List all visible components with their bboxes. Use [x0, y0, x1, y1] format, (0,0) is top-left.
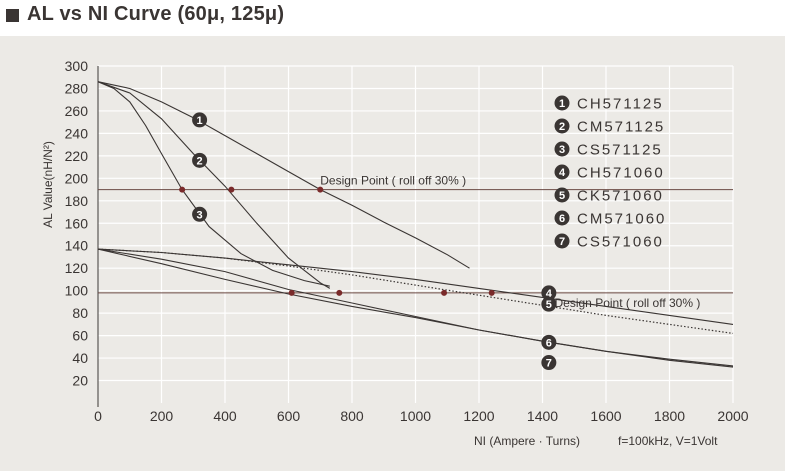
curve-badge-7 [541, 355, 557, 371]
chart-header: AL vs NI Curve (60μ, 125μ) [0, 0, 785, 36]
legend-badge-number: 1 [559, 98, 565, 110]
legend-entry-label: CS571060 [577, 234, 664, 251]
curve-badge-6 [541, 334, 557, 350]
x-tick-label: 0 [94, 408, 102, 424]
y-tick-label: 240 [65, 125, 89, 141]
x-tick-label: 600 [277, 408, 301, 424]
test-conditions-label: f=100kHz, V=1Volt [618, 434, 718, 448]
x-tick-label: 800 [340, 408, 364, 424]
x-tick-label: 200 [150, 408, 174, 424]
legend-badge-1 [554, 95, 570, 111]
curve-badge-5 [541, 296, 557, 312]
y-tick-label: 60 [72, 328, 88, 344]
curve-badge-number: 4 [546, 288, 553, 300]
al-vs-ni-chart: 2040608010012014016018020022024026028030… [41, 58, 749, 448]
y-tick-label: 300 [65, 58, 89, 74]
design-point-marker [228, 186, 235, 193]
y-tick-label: 40 [72, 350, 88, 366]
legend-entry-label: CM571125 [577, 119, 665, 136]
legend-badge-7 [554, 233, 570, 249]
y-tick-label: 260 [65, 103, 89, 119]
legend-entry-label: CH571125 [577, 96, 664, 113]
design-point-marker [317, 186, 324, 193]
legend-badge-number: 3 [559, 144, 565, 156]
series-line-1 [97, 81, 470, 269]
x-tick-label: 1800 [654, 408, 685, 424]
curve-badge-number: 3 [197, 209, 203, 221]
curve-badge-number: 5 [546, 299, 552, 311]
x-tick-label: 400 [213, 408, 237, 424]
x-tick-label: 1400 [527, 408, 558, 424]
chart-panel: 20 40 60 80 100 120 140 160 180 200 220 240 260 280 30… [0, 36, 785, 471]
legend-entry-label: CS571125 [577, 142, 663, 159]
design-point-label: Design Point ( roll off 30% ) [555, 296, 701, 310]
y-axis-label: AL Value(nH/N²) [41, 141, 55, 228]
y-tick-label: 100 [65, 283, 89, 299]
legend-entry-label: CH571060 [577, 165, 665, 182]
legend-badge-4 [554, 164, 570, 180]
legend-entry-label: CK571060 [577, 188, 664, 205]
y-tick-label: 280 [65, 80, 89, 96]
curve-badge-4 [541, 285, 557, 301]
series-line-2 [97, 81, 331, 289]
y-tick-label: 80 [72, 305, 88, 321]
legend-badge-number: 2 [559, 121, 565, 133]
legend-badge-2 [554, 118, 570, 134]
curve-badge-3 [192, 206, 208, 222]
curve-badge-number: 2 [197, 155, 203, 167]
legend-badge-3 [554, 141, 570, 157]
y-tick-label: 140 [65, 238, 89, 254]
curve-badge-number: 1 [197, 115, 203, 127]
x-tick-label: 1200 [463, 408, 494, 424]
legend-badge-number: 5 [559, 190, 565, 202]
curve-badge-2 [192, 152, 208, 168]
legend-badge-number: 4 [559, 167, 566, 179]
title-bullet-icon [6, 9, 19, 22]
x-tick-label: 1600 [590, 408, 621, 424]
y-tick-label: 220 [65, 148, 89, 164]
legend-badge-number: 7 [559, 236, 565, 248]
curve-badge-1 [192, 112, 208, 128]
x-tick-label: 2000 [717, 408, 748, 424]
y-tick-label: 20 [72, 373, 88, 389]
y-tick-label: 200 [65, 170, 89, 186]
design-point-marker [488, 289, 495, 296]
y-tick-label: 120 [65, 260, 89, 276]
design-point-marker [179, 186, 186, 193]
legend-badge-number: 6 [559, 213, 565, 225]
series-line-5 [97, 248, 734, 334]
series-line-7 [97, 248, 734, 367]
design-point-marker [441, 289, 448, 296]
legend-badge-6 [554, 210, 570, 226]
legend-badge-5 [554, 187, 570, 203]
curve-badge-number: 7 [546, 358, 552, 370]
legend-entry-label: CM571060 [577, 211, 666, 228]
design-point-label: Design Point ( roll off 30% ) [320, 174, 466, 188]
y-tick-label: 180 [65, 193, 89, 209]
design-point-marker [336, 289, 343, 296]
x-axis-label: NI (Ampere · Turns) [474, 434, 580, 448]
x-tick-label: 1000 [400, 408, 431, 424]
chart-title: AL vs NI Curve (60μ, 125μ) [27, 3, 285, 25]
curve-badge-number: 6 [546, 337, 552, 349]
y-tick-label: 160 [65, 215, 89, 231]
design-point-marker [288, 289, 295, 296]
